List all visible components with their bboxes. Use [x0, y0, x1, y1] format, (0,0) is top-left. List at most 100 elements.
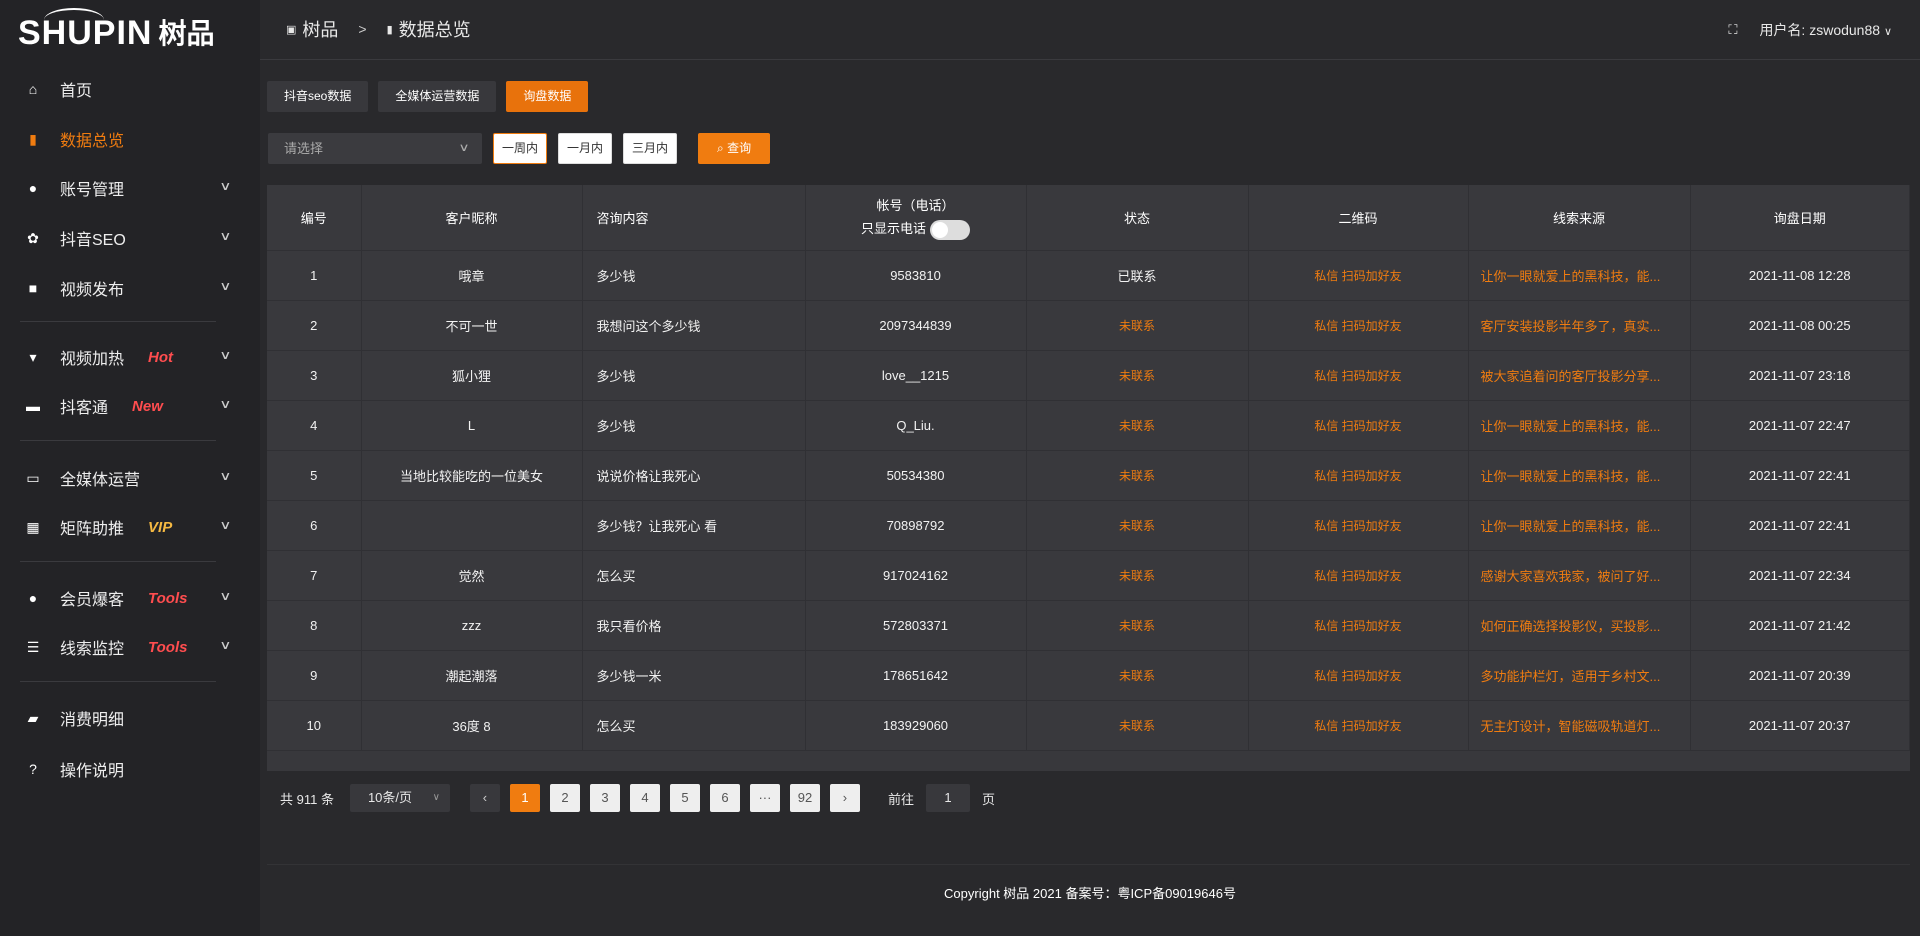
cell-content: 多少钱一米	[582, 650, 806, 701]
cell-date: 2021-11-07 20:39	[1690, 650, 1910, 701]
cell-content: 说说价格让我死心	[582, 450, 806, 501]
sidebar-item-8[interactable]: ▦ 矩阵助推 VIP ∨	[24, 510, 231, 544]
cell-source[interactable]: 让你一眼就爱上的黑科技，能...	[1468, 450, 1691, 501]
cell-qrcode[interactable]: 私信 扫码加好友	[1248, 500, 1469, 551]
cell-source[interactable]: 让你一眼就爱上的黑科技，能...	[1468, 250, 1691, 301]
cell-id: 6	[267, 500, 362, 551]
table-row: 3 狐小狸 多少钱 love__1215 未联系 私信 扫码加好友 被大家追着问的客厅投影分…	[267, 350, 1910, 401]
cell-nickname: 觉然	[361, 550, 583, 601]
range-3month-button[interactable]: 三月内	[623, 133, 678, 164]
cell-status: 未联系	[1026, 350, 1249, 401]
sidebar-divider	[20, 321, 216, 322]
username: 用户名: zswodun88	[1759, 22, 1881, 38]
cell-qrcode[interactable]: 私信 扫码加好友	[1248, 700, 1469, 751]
page-button[interactable]: 2	[549, 784, 580, 812]
cell-source[interactable]: 被大家追着问的客厅投影分享...	[1468, 350, 1691, 401]
cell-date: 2021-11-07 22:41	[1690, 500, 1910, 551]
col-account-label: 帐号（电话）	[876, 197, 955, 213]
cell-date: 2021-11-08 12:28	[1690, 250, 1910, 301]
gear-icon: ✿	[27, 229, 39, 246]
help-icon: ?	[29, 761, 37, 777]
user-icon: ●	[28, 590, 38, 606]
search-button[interactable]: ⌕ 查询	[698, 133, 771, 164]
cell-nickname: zzz	[361, 600, 583, 651]
tab-douyin-seo[interactable]: 抖音seo数据	[267, 81, 369, 112]
cell-qrcode[interactable]: 私信 扫码加好友	[1248, 650, 1469, 701]
col-source: 线索来源	[1468, 185, 1691, 251]
sidebar-item-6[interactable]: ▬ 抖客通 New ∨	[24, 389, 232, 423]
sidebar-item-label: 视频发布	[60, 282, 125, 299]
cell-qrcode[interactable]: 私信 扫码加好友	[1248, 450, 1469, 501]
range-month-button[interactable]: 一月内	[558, 133, 613, 164]
cell-qrcode[interactable]: 私信 扫码加好友	[1248, 600, 1469, 651]
phone-toggle-label: 只显示电话	[860, 220, 926, 236]
sidebar-item-1[interactable]: ▮ 数据总览	[24, 122, 230, 156]
sidebar-item-10[interactable]: ☰ 线索监控 Tools ∨	[24, 630, 232, 664]
cell-id: 5	[267, 450, 362, 501]
cell-status: 未联系	[1026, 300, 1249, 351]
next-page-button[interactable]: ›	[829, 784, 860, 812]
sidebar-item-11[interactable]: ▰ 消费明细	[24, 701, 230, 735]
logo[interactable]: SHUPIN 树品	[18, 8, 214, 50]
sidebar-item-label: 矩阵助推	[60, 521, 125, 538]
phone-only-toggle[interactable]	[930, 219, 970, 240]
page-button[interactable]: 5	[669, 784, 700, 812]
cell-qrcode[interactable]: 私信 扫码加好友	[1248, 350, 1469, 401]
sidebar-item-0[interactable]: ⌂ 首页	[24, 72, 230, 106]
sidebar-badge: Tools	[148, 589, 188, 607]
cell-source[interactable]: 如何正确选择投影仪，买投影...	[1468, 600, 1691, 651]
goto-page-input[interactable]: 1	[925, 784, 970, 812]
sidebar-item-label: 操作说明	[60, 763, 125, 780]
cell-source[interactable]: 感谢大家喜欢我家，被问了好...	[1468, 550, 1691, 601]
sidebar-divider	[20, 561, 216, 562]
col-date: 询盘日期	[1690, 185, 1910, 251]
cell-qrcode[interactable]: 私信 扫码加好友	[1248, 250, 1469, 301]
chevron-down-icon: ∨	[219, 179, 232, 193]
col-id: 编号	[267, 185, 362, 251]
fullscreen-icon[interactable]: ⛶	[1728, 22, 1738, 37]
chevron-down-icon: ∨	[219, 279, 232, 293]
cell-qrcode[interactable]: 私信 扫码加好友	[1248, 400, 1469, 451]
cell-id: 8	[267, 600, 362, 651]
col-content: 咨询内容	[582, 185, 806, 251]
cell-qrcode[interactable]: 私信 扫码加好友	[1248, 550, 1469, 601]
cell-status: 未联系	[1026, 400, 1249, 451]
chevron-down-icon: ∨	[1883, 26, 1892, 38]
page-button[interactable]: ···	[749, 784, 780, 812]
cell-source[interactable]: 让你一眼就爱上的黑科技，能...	[1468, 400, 1691, 451]
tab-inquiry[interactable]: 询盘数据	[506, 81, 589, 112]
cell-status: 未联系	[1026, 650, 1249, 701]
page-button[interactable]: 4	[629, 784, 660, 812]
prev-page-button[interactable]: ‹	[469, 784, 500, 812]
source-select[interactable]: 请选择 ∨	[268, 133, 482, 164]
sidebar-divider	[20, 440, 216, 441]
sidebar-item-3[interactable]: ✿ 抖音SEO ∨	[24, 221, 232, 255]
monitor-icon: ▭	[26, 469, 40, 486]
tab-all-media[interactable]: 全媒体运营数据	[378, 81, 497, 112]
cell-source[interactable]: 多功能护栏灯，适用于乡村文...	[1468, 650, 1691, 701]
sidebar-item-5[interactable]: ▾ 视频加热 Hot ∨	[24, 340, 231, 374]
cell-qrcode[interactable]: 私信 扫码加好友	[1248, 300, 1469, 351]
sidebar-item-9[interactable]: ● 会员爆客 Tools ∨	[24, 581, 232, 615]
cell-source[interactable]: 让你一眼就爱上的黑科技，能...	[1468, 500, 1691, 551]
page-button[interactable]: 3	[589, 784, 620, 812]
page-size-select[interactable]: 10条/页 ∨	[349, 784, 450, 812]
cell-id: 7	[267, 550, 362, 601]
cell-id: 3	[267, 350, 362, 401]
user-menu[interactable]: 用户名: zswodun88 ∨	[1759, 20, 1892, 40]
sidebar-item-4[interactable]: ■ 视频发布 ∨	[24, 271, 232, 305]
sidebar-item-2[interactable]: ● 账号管理 ∨	[24, 171, 232, 205]
cell-content: 我只看价格	[582, 600, 806, 651]
range-week-button[interactable]: 一周内	[493, 133, 548, 164]
breadcrumb-root[interactable]: 树品	[302, 20, 339, 40]
sidebar-item-12[interactable]: ? 操作说明	[24, 752, 230, 786]
cell-source[interactable]: 客厅安装投影半年多了，真实...	[1468, 300, 1691, 351]
page-button[interactable]: 6	[709, 784, 740, 812]
page-button[interactable]: 1	[509, 784, 540, 812]
cell-date: 2021-11-07 20:37	[1690, 700, 1910, 751]
cell-source[interactable]: 无主灯设计，智能磁吸轨道灯...	[1468, 700, 1691, 751]
cell-content: 怎么买	[582, 550, 806, 601]
sidebar-item-7[interactable]: ▭ 全媒体运营 ∨	[24, 461, 231, 495]
select-placeholder: 请选择	[284, 141, 324, 156]
page-button[interactable]: 92	[789, 784, 820, 812]
